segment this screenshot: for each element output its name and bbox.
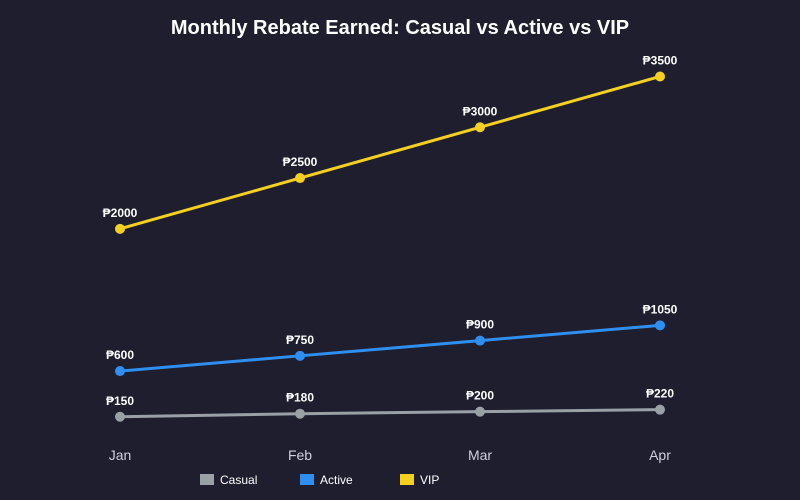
chart-title: Monthly Rebate Earned: Casual vs Active … [171, 17, 629, 39]
series-points [115, 71, 665, 422]
data-label-casual: ₱200 [466, 389, 494, 403]
x-tick-label: Mar [468, 447, 492, 463]
data-point-vip[interactable] [115, 223, 125, 234]
data-label-vip: ₱3000 [463, 104, 498, 118]
data-label-casual: ₱150 [106, 394, 134, 408]
data-label-active: ₱1050 [643, 302, 678, 316]
data-point-casual[interactable] [655, 404, 665, 415]
x-tick-label: Jan [109, 447, 132, 463]
data-point-active[interactable] [115, 366, 125, 377]
series-line-vip [118, 74, 662, 231]
legend-swatch-casual [200, 474, 214, 485]
data-label-casual: ₱220 [646, 387, 674, 401]
data-label-vip: ₱3500 [643, 53, 678, 67]
x-tick-label: Apr [649, 447, 671, 463]
data-label-vip: ₱2500 [283, 155, 318, 169]
series-lines [118, 74, 662, 419]
data-point-casual[interactable] [295, 408, 305, 419]
data-label-active: ₱900 [466, 318, 494, 332]
data-label-active: ₱600 [106, 348, 134, 362]
data-point-casual[interactable] [475, 406, 485, 417]
data-point-active[interactable] [295, 350, 305, 361]
data-point-vip[interactable] [475, 122, 485, 133]
legend: Casual Active VIP [200, 473, 439, 487]
series-line-active [118, 323, 662, 373]
data-point-active[interactable] [655, 320, 665, 331]
x-axis-ticks: Jan Feb Mar Apr [109, 447, 672, 463]
x-tick-label: Feb [288, 447, 312, 463]
data-label-casual: ₱180 [286, 391, 314, 405]
series-line-casual [118, 408, 662, 419]
data-label-active: ₱750 [286, 333, 314, 347]
data-point-casual[interactable] [115, 411, 125, 422]
data-labels: ₱150 ₱180 ₱200 ₱220 ₱600 ₱750 ₱900 ₱1050 ₱2000 ₱2… [103, 53, 678, 407]
data-point-active[interactable] [475, 335, 485, 346]
legend-label-active[interactable]: Active [320, 473, 353, 487]
data-point-vip[interactable] [295, 173, 305, 184]
legend-label-vip[interactable]: VIP [420, 473, 439, 487]
data-point-vip[interactable] [655, 71, 665, 82]
legend-swatch-vip [400, 474, 414, 485]
legend-swatch-active [300, 474, 314, 485]
data-label-vip: ₱2000 [103, 206, 138, 220]
legend-label-casual[interactable]: Casual [220, 473, 257, 487]
